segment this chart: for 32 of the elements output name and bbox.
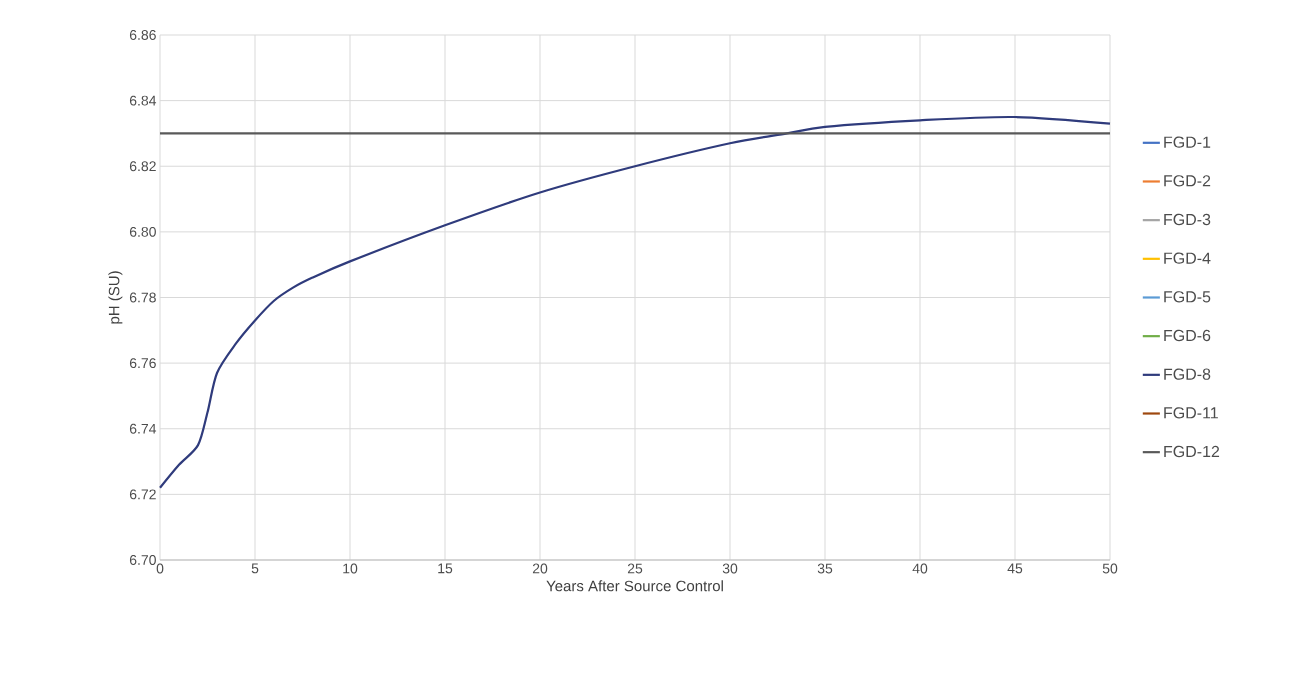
y-tick-label: 6.78 <box>129 292 156 303</box>
x-axis-title: Years After Source Control <box>546 580 723 592</box>
x-tick-label: 30 <box>722 563 738 574</box>
x-tick-label: 0 <box>156 563 164 574</box>
legend-label: FGD-12 <box>1164 445 1220 458</box>
y-tick-label: 6.86 <box>129 30 156 40</box>
y-tick-label: 6.70 <box>129 555 156 565</box>
legend-label: FGD-2 <box>1164 175 1211 187</box>
x-tick-label: 40 <box>912 563 928 574</box>
y-tick-label: 6.72 <box>129 489 156 500</box>
legend-label: FGD-11 <box>1164 407 1218 419</box>
x-tick-label: 50 <box>1102 563 1118 574</box>
x-tick-label: 45 <box>1007 563 1023 574</box>
legend-label: FGD-4 <box>1164 252 1211 264</box>
x-tick-label: 15 <box>438 563 453 574</box>
x-tick-label: 35 <box>817 563 833 574</box>
y-tick-label: 6.74 <box>129 423 157 434</box>
x-tick-label: 20 <box>532 563 548 574</box>
legend-label: FGD-5 <box>1164 291 1211 303</box>
y-tick-label: 6.76 <box>129 358 156 369</box>
x-tick-label: 5 <box>251 563 259 574</box>
legend-label: FGD-1 <box>1164 136 1211 148</box>
y-tick-label: 6.80 <box>129 226 156 237</box>
y-axis-title: pH (SU) <box>108 271 123 324</box>
x-tick-label: 25 <box>627 563 643 574</box>
x-tick-label: 10 <box>343 563 358 574</box>
y-tick-label: 6.84 <box>129 95 157 106</box>
legend-label: FGD-6 <box>1164 329 1211 342</box>
legend-label: FGD-8 <box>1164 368 1211 380</box>
legend-label: FGD-3 <box>1164 213 1211 226</box>
y-tick-label: 6.82 <box>129 161 156 172</box>
line-series <box>158 115 1112 489</box>
